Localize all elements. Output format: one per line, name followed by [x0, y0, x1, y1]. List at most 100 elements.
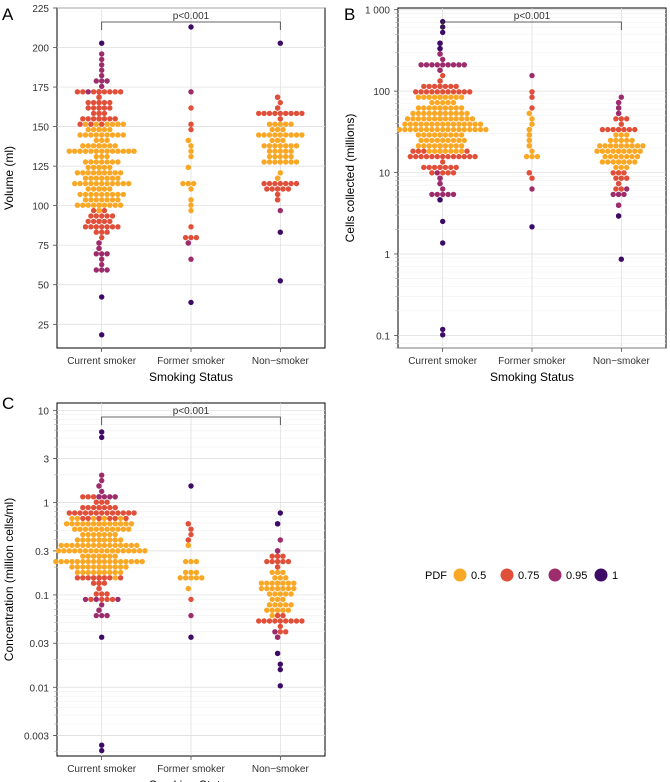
- data-point: [440, 137, 446, 144]
- data-point: [93, 175, 100, 181]
- data-point: [85, 218, 91, 225]
- data-point: [415, 110, 422, 117]
- data-point: [437, 105, 443, 111]
- data-point: [99, 229, 105, 235]
- significance-bracket-b: p<0.001: [442, 11, 622, 30]
- data-point: [280, 585, 286, 592]
- data-point: [93, 251, 100, 257]
- data-point: [93, 132, 100, 138]
- data-point: [467, 89, 473, 95]
- data-point: [93, 612, 100, 619]
- panel-a: A 25 50 75 100 125 150 175 200 225 Current smoke…: [2, 4, 326, 384]
- data-point: [90, 143, 97, 149]
- data-point: [461, 153, 467, 160]
- data-point: [96, 494, 102, 500]
- data-point: [74, 515, 81, 522]
- data-point: [90, 207, 97, 214]
- data-point: [99, 132, 105, 138]
- data-point: [448, 110, 454, 117]
- data-point: [99, 591, 105, 597]
- data-point: [299, 110, 305, 117]
- data-point: [109, 548, 116, 554]
- data-point: [602, 153, 608, 160]
- data-point: [277, 170, 283, 176]
- panel-letter-b: B: [344, 5, 355, 24]
- data-point: [99, 612, 105, 619]
- data-point: [280, 607, 286, 613]
- data-point: [85, 494, 91, 500]
- data-point: [632, 126, 638, 133]
- data-point: [440, 240, 446, 246]
- data-point: [269, 126, 275, 133]
- data-point: [85, 170, 91, 176]
- data-point: [85, 564, 91, 570]
- data-point: [117, 170, 124, 176]
- data-point: [429, 62, 435, 68]
- data-point: [523, 153, 530, 160]
- data-point: [274, 564, 281, 570]
- data-point: [93, 596, 100, 603]
- data-point: [269, 612, 275, 619]
- data-point: [434, 191, 440, 198]
- data-point: [104, 548, 110, 554]
- data-point: [266, 121, 273, 127]
- data-point: [272, 148, 278, 154]
- data-point: [613, 116, 619, 122]
- data-point: [440, 56, 446, 63]
- data-point: [90, 515, 97, 522]
- data-point: [69, 521, 75, 527]
- data-point: [277, 143, 283, 149]
- data-point: [112, 558, 118, 565]
- data-point: [104, 267, 110, 273]
- data-point: [115, 224, 121, 230]
- data-point: [117, 542, 124, 549]
- data-point: [101, 218, 108, 225]
- data-point: [283, 143, 289, 149]
- data-point: [107, 186, 113, 192]
- data-point: [440, 99, 446, 106]
- data-point: [407, 126, 413, 133]
- data-point: [632, 148, 638, 154]
- data-point: [115, 526, 121, 532]
- data-point: [277, 121, 283, 127]
- data-point: [266, 143, 273, 149]
- data-point: [117, 537, 124, 543]
- data-point: [274, 580, 281, 586]
- data-point: [117, 558, 124, 565]
- data-point: [188, 148, 194, 154]
- data-point: [107, 521, 113, 527]
- data-point: [180, 180, 186, 187]
- data-point: [277, 591, 283, 597]
- data-point: [421, 105, 427, 111]
- data-point: [85, 537, 91, 543]
- data-point: [82, 180, 89, 187]
- data-point: [101, 186, 108, 192]
- data-point: [445, 99, 451, 106]
- data-point: [109, 148, 116, 154]
- data-point: [85, 202, 91, 208]
- data-point: [529, 175, 535, 181]
- data-point: [107, 143, 113, 149]
- x-tick-label: Current smoker: [408, 356, 478, 367]
- data-point: [188, 89, 194, 95]
- data-point: [277, 153, 283, 160]
- data-point: [104, 148, 110, 154]
- data-point: [274, 585, 281, 592]
- legend-label: 0.75: [518, 570, 539, 582]
- data-point: [77, 121, 83, 127]
- data-point: [99, 747, 105, 754]
- data-point: [109, 510, 116, 516]
- data-point: [85, 531, 91, 538]
- data-point: [423, 62, 430, 68]
- data-point: [277, 575, 283, 581]
- data-point: [410, 148, 416, 154]
- data-point: [88, 213, 94, 219]
- data-point: [109, 526, 116, 532]
- data-point: [407, 153, 413, 160]
- data-point: [82, 548, 89, 554]
- data-point: [621, 148, 627, 154]
- data-point: [96, 164, 102, 171]
- data-point: [117, 202, 124, 208]
- data-point: [85, 186, 91, 192]
- data-point: [437, 40, 443, 46]
